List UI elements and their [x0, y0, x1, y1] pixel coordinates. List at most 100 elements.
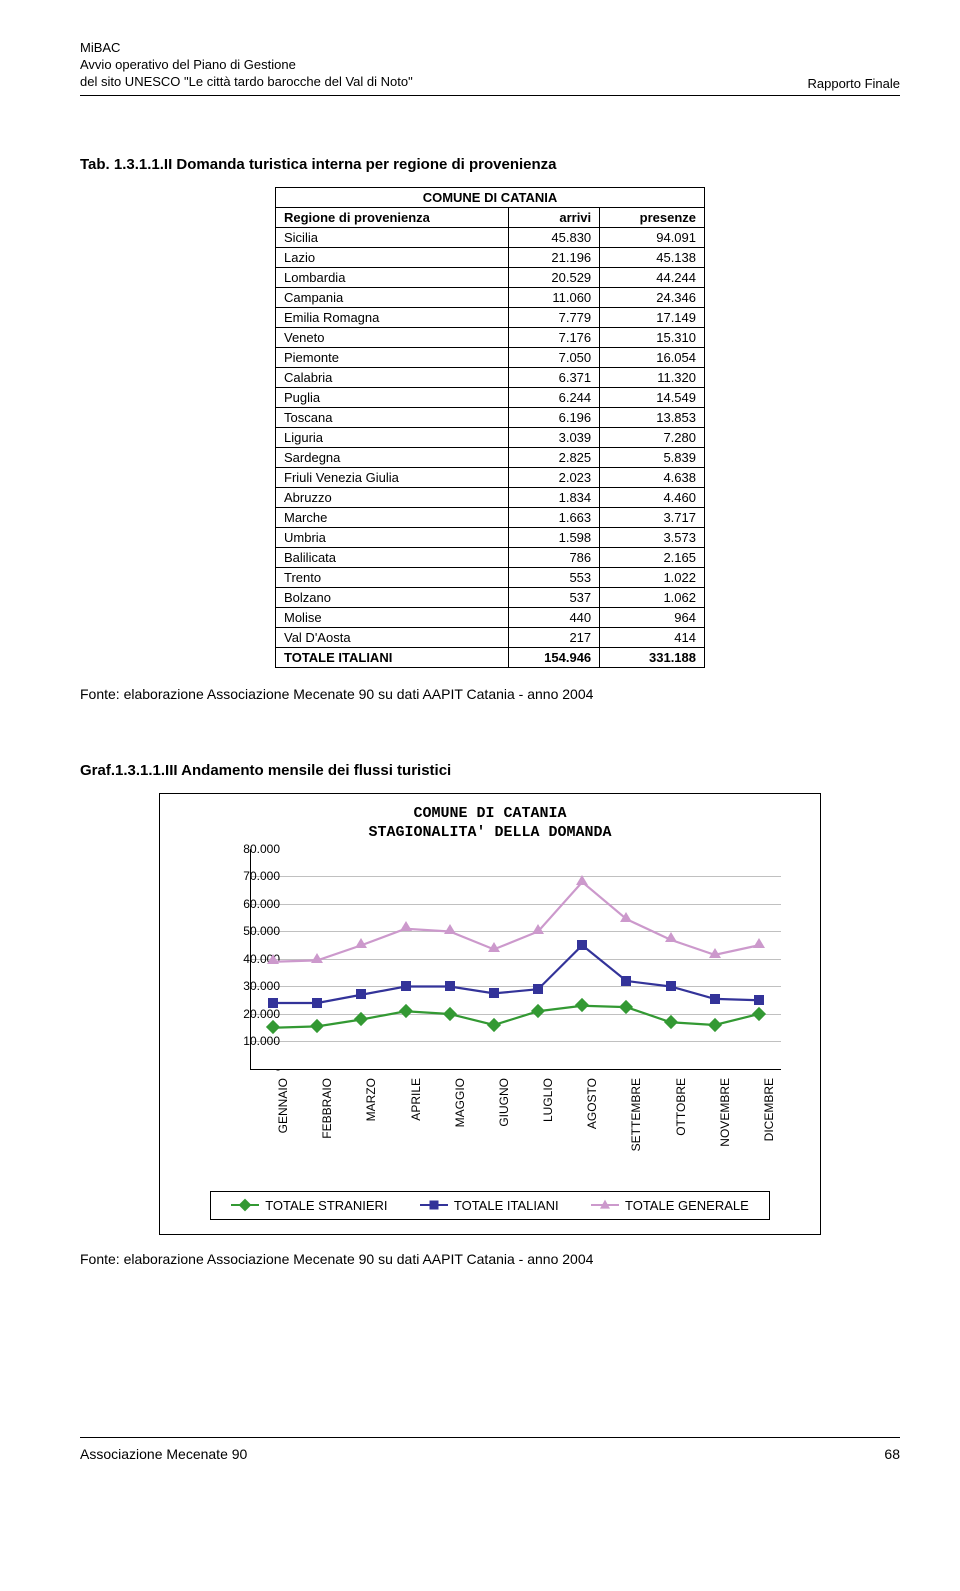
data-marker — [401, 981, 411, 991]
presenze-cell: 3.573 — [600, 527, 705, 547]
table-row: Trento5531.022 — [276, 567, 705, 587]
x-tick-label: SETTEMBRE — [629, 1078, 643, 1151]
chart-title: COMUNE DI CATANIA STAGIONALITA' DELLA DO… — [160, 804, 820, 843]
arrivi-cell: 6.196 — [508, 407, 599, 427]
header-rule — [80, 95, 900, 96]
presenze-cell: 964 — [600, 607, 705, 627]
total-arrivi: 154.946 — [508, 647, 599, 667]
table-row: Toscana6.19613.853 — [276, 407, 705, 427]
arrivi-cell: 1.598 — [508, 527, 599, 547]
series-line — [273, 1005, 759, 1027]
table-row: Friuli Venezia Giulia2.0234.638 — [276, 467, 705, 487]
presenze-cell: 17.149 — [600, 307, 705, 327]
x-tick-label: NOVEMBRE — [718, 1078, 732, 1147]
table-row: Campania11.06024.346 — [276, 287, 705, 307]
arrivi-cell: 786 — [508, 547, 599, 567]
presenze-cell: 1.062 — [600, 587, 705, 607]
legend-swatch — [591, 1204, 619, 1206]
region-cell: Trento — [276, 567, 509, 587]
presenze-cell: 3.717 — [600, 507, 705, 527]
table-row: Veneto7.17615.310 — [276, 327, 705, 347]
table-row: Sicilia45.83094.091 — [276, 227, 705, 247]
table-row: Calabria6.37111.320 — [276, 367, 705, 387]
presenze-cell: 15.310 — [600, 327, 705, 347]
presenze-cell: 5.839 — [600, 447, 705, 467]
x-tick-label: APRILE — [409, 1078, 423, 1121]
presenze-cell: 4.460 — [600, 487, 705, 507]
table-section-title: Tab. 1.3.1.1.II Domanda turistica intern… — [80, 156, 900, 173]
table-row: Piemonte7.05016.054 — [276, 347, 705, 367]
table-row: Liguria3.0397.280 — [276, 427, 705, 447]
presenze-cell: 14.549 — [600, 387, 705, 407]
legend-item: TOTALE GENERALE — [591, 1198, 749, 1213]
series-line — [273, 882, 759, 962]
table-row: Balilicata7862.165 — [276, 547, 705, 567]
presenze-cell: 11.320 — [600, 367, 705, 387]
chart-legend: TOTALE STRANIERI TOTALE ITALIANI TOTALE GE… — [210, 1191, 770, 1220]
arrivi-cell: 217 — [508, 627, 599, 647]
chart-lines — [251, 849, 781, 1069]
total-label: TOTALE ITALIANI — [276, 647, 509, 667]
region-cell: Veneto — [276, 327, 509, 347]
table-row: Molise440964 — [276, 607, 705, 627]
arrivi-cell: 7.779 — [508, 307, 599, 327]
arrivi-cell: 440 — [508, 607, 599, 627]
x-tick-label: DICEMBRE — [762, 1078, 776, 1141]
region-cell: Molise — [276, 607, 509, 627]
data-marker — [620, 912, 632, 922]
x-tick-label: MARZO — [364, 1078, 378, 1121]
presenze-cell: 94.091 — [600, 227, 705, 247]
data-marker — [312, 998, 322, 1008]
table-row: Sardegna2.8255.839 — [276, 447, 705, 467]
presenze-cell: 7.280 — [600, 427, 705, 447]
data-marker — [665, 932, 677, 942]
data-marker — [311, 953, 323, 963]
chart-section-title: Graf.1.3.1.1.III Andamento mensile dei f… — [80, 762, 900, 779]
region-cell: Lombardia — [276, 267, 509, 287]
data-marker — [267, 954, 279, 964]
region-cell: Balilicata — [276, 547, 509, 567]
data-marker — [532, 924, 544, 934]
table-row: Abruzzo1.8344.460 — [276, 487, 705, 507]
data-marker — [489, 988, 499, 998]
footer-rule — [80, 1437, 900, 1438]
arrivi-cell: 3.039 — [508, 427, 599, 447]
legend-swatch — [420, 1204, 448, 1206]
x-tick-label: MAGGIO — [453, 1078, 467, 1127]
data-marker — [666, 981, 676, 991]
chart-title-line-2: STAGIONALITA' DELLA DOMANDA — [160, 823, 820, 843]
presenze-cell: 44.244 — [600, 267, 705, 287]
presenze-cell: 2.165 — [600, 547, 705, 567]
data-marker — [576, 875, 588, 885]
table-row: Emilia Romagna7.77917.149 — [276, 307, 705, 327]
arrivi-cell: 11.060 — [508, 287, 599, 307]
data-marker — [621, 976, 631, 986]
region-cell: Sardegna — [276, 447, 509, 467]
data-marker — [356, 989, 366, 999]
data-marker — [445, 981, 455, 991]
total-presenze: 331.188 — [600, 647, 705, 667]
plot-area — [250, 849, 781, 1070]
arrivi-cell: 7.176 — [508, 327, 599, 347]
legend-item: TOTALE ITALIANI — [420, 1198, 559, 1213]
col-header-arrivi: arrivi — [508, 207, 599, 227]
region-cell: Liguria — [276, 427, 509, 447]
presenze-cell: 45.138 — [600, 247, 705, 267]
presenze-cell: 414 — [600, 627, 705, 647]
arrivi-cell: 553 — [508, 567, 599, 587]
data-marker — [753, 938, 765, 948]
table-source: Fonte: elaborazione Associazione Mecenat… — [80, 686, 900, 702]
data-marker — [533, 984, 543, 994]
region-cell: Emilia Romagna — [276, 307, 509, 327]
region-cell: Campania — [276, 287, 509, 307]
chart-title-line-1: COMUNE DI CATANIA — [160, 804, 820, 824]
legend-item: TOTALE STRANIERI — [231, 1198, 387, 1213]
data-marker — [709, 948, 721, 958]
data-marker — [444, 924, 456, 934]
data-marker — [400, 921, 412, 931]
arrivi-cell: 45.830 — [508, 227, 599, 247]
table-row: Val D'Aosta217414 — [276, 627, 705, 647]
data-marker — [577, 940, 587, 950]
x-tick-label: GENNAIO — [276, 1078, 290, 1133]
arrivi-cell: 2.825 — [508, 447, 599, 467]
